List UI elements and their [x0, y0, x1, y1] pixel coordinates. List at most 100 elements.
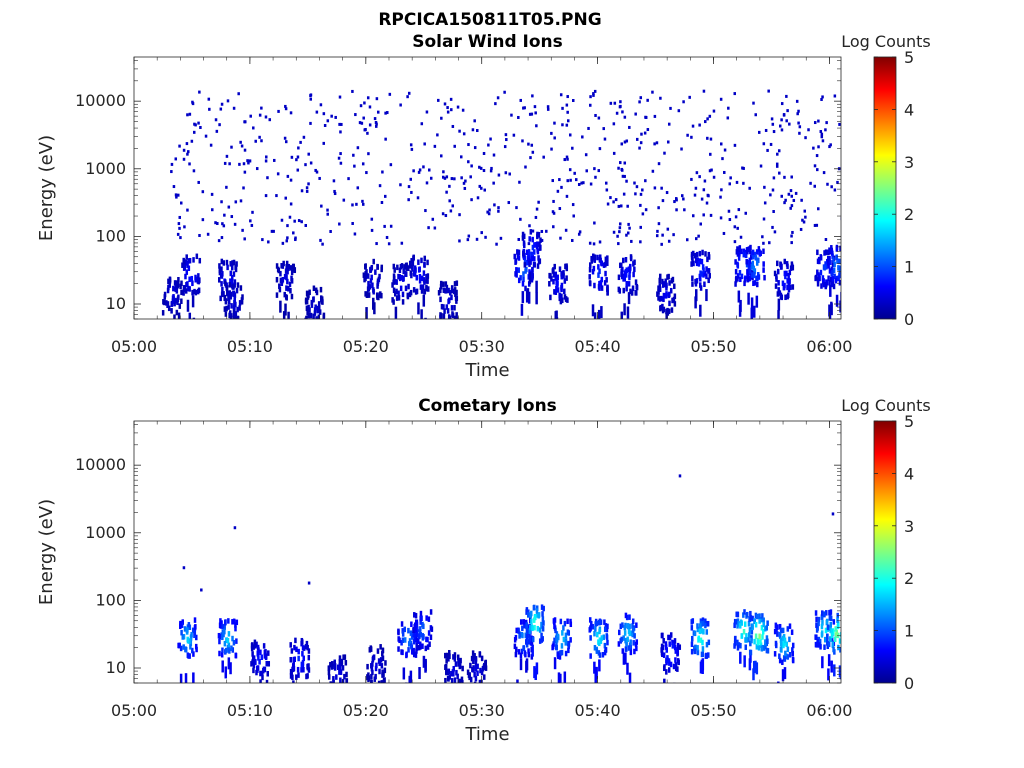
heatmap-cell [428, 641, 431, 647]
heatmap-cell [587, 126, 590, 130]
heatmap-cell [706, 117, 709, 121]
heatmap-cell [762, 142, 766, 146]
heatmap-cell [691, 281, 694, 287]
heatmap-cell [627, 292, 631, 305]
heatmap-cell [798, 125, 802, 129]
heatmap-cell [343, 654, 347, 660]
heatmap-cell [467, 160, 470, 164]
heatmap-cell [197, 180, 200, 184]
heatmap-cell [739, 642, 742, 649]
heatmap-cell [182, 634, 186, 640]
heatmap-cell [522, 276, 525, 283]
heatmap-cell [302, 666, 305, 673]
heatmap-cell [688, 95, 691, 99]
heatmap-cell [464, 179, 467, 183]
heatmap-cell [519, 217, 522, 221]
heatmap-cell [563, 620, 567, 627]
heatmap-cell [690, 177, 693, 181]
heatmap-cell [197, 121, 200, 125]
heatmap-cell [604, 623, 608, 629]
heatmap-cell [215, 129, 219, 133]
heatmap-cell [399, 183, 402, 187]
heatmap-cell [478, 679, 482, 683]
heatmap-cell [522, 645, 525, 652]
heatmap-cell [829, 284, 832, 297]
heatmap-cell [786, 284, 789, 291]
heatmap-cell [353, 164, 356, 168]
heatmap-cell [628, 274, 631, 281]
heatmap-cell [515, 627, 518, 634]
heatmap-cell [785, 94, 788, 98]
heatmap-cell [323, 319, 326, 325]
heatmap-cell [247, 161, 250, 165]
heatmap-cell [339, 677, 342, 683]
heatmap-cell [671, 643, 675, 649]
heatmap-cell [624, 612, 628, 619]
heatmap-cell [179, 645, 183, 652]
heatmap-cell [198, 90, 201, 94]
heatmap-cell [557, 652, 560, 659]
heatmap-cell [276, 266, 280, 273]
colorbar-label: Log Counts [841, 32, 931, 51]
heatmap-cell [814, 634, 817, 640]
colorbar-tick-label: 3 [904, 153, 914, 172]
heatmap-cell [440, 154, 443, 158]
heatmap-cell [701, 264, 705, 270]
heatmap-cell [342, 654, 345, 660]
heatmap-cell [671, 297, 674, 304]
heatmap-cell [230, 645, 233, 651]
heatmap-cell [668, 634, 672, 641]
heatmap-cell [525, 608, 529, 615]
heatmap-cell [419, 610, 423, 617]
heatmap-cell [633, 648, 636, 655]
heatmap-cell [842, 247, 845, 253]
heatmap-cell [695, 251, 699, 258]
heatmap-cell [248, 159, 252, 163]
heatmap-cell [342, 198, 346, 202]
heatmap-cell [175, 298, 178, 304]
heatmap-cell [526, 288, 530, 301]
heatmap-cell [483, 188, 486, 192]
heatmap-cell [694, 237, 698, 241]
heatmap-cell [455, 295, 459, 301]
heatmap-cell [840, 631, 841, 638]
heatmap-cell [680, 147, 683, 151]
heatmap-cell [541, 611, 544, 617]
heatmap-cell [589, 262, 592, 268]
heatmap-cell [294, 637, 297, 644]
heatmap-cell [826, 260, 830, 266]
heatmap-cell [828, 268, 832, 274]
heatmap-cell [296, 666, 300, 673]
heatmap-cell [439, 283, 443, 290]
heatmap-cell [753, 251, 757, 258]
heatmap-cell [780, 647, 783, 653]
heatmap-cell [236, 316, 240, 319]
heatmap-cell [780, 118, 783, 122]
heatmap-cell [481, 684, 484, 690]
heatmap-cell [761, 235, 764, 239]
heatmap-cell [572, 99, 575, 103]
heatmap-cell [505, 138, 508, 142]
heatmap-cell [305, 189, 309, 193]
heatmap-cell [332, 713, 335, 725]
heatmap-cell [738, 623, 742, 629]
heatmap-cell [678, 644, 682, 650]
heatmap-cell [469, 175, 472, 179]
heatmap-cell [760, 646, 764, 652]
heatmap-cell [374, 269, 377, 275]
colorbar-tick-label: 4 [904, 100, 914, 119]
heatmap-cell [844, 636, 847, 642]
heatmap-cell [233, 526, 237, 530]
heatmap-cell [673, 200, 676, 204]
heatmap-cell [779, 627, 783, 634]
heatmap-cell [424, 209, 427, 213]
heatmap-cell [236, 282, 240, 288]
heatmap-cell [361, 162, 365, 166]
heatmap-cell [603, 619, 606, 625]
heatmap-cell [320, 204, 323, 208]
heatmap-cell [455, 686, 458, 692]
heatmap-cell [601, 652, 605, 658]
heatmap-cell [540, 238, 544, 242]
heatmap-cell [188, 162, 191, 166]
heatmap-cell [285, 274, 288, 281]
